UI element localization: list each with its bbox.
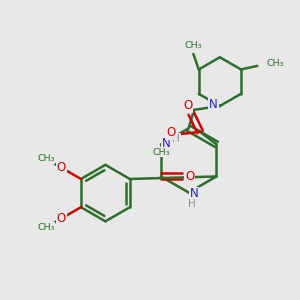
Text: CH₃: CH₃: [152, 148, 169, 157]
Text: H: H: [188, 199, 196, 209]
Text: N: N: [190, 188, 198, 200]
Text: CH₃: CH₃: [37, 154, 55, 163]
Text: O: O: [183, 99, 192, 112]
Text: CH₃: CH₃: [37, 223, 55, 232]
Text: CH₃: CH₃: [266, 59, 284, 68]
Text: CH₃: CH₃: [184, 41, 202, 50]
Text: O: O: [57, 161, 66, 174]
Text: O: O: [57, 212, 66, 225]
Text: N: N: [209, 98, 218, 111]
Text: H: H: [172, 134, 180, 144]
Text: O: O: [166, 126, 176, 139]
Text: O: O: [185, 170, 194, 183]
Text: N: N: [162, 137, 171, 150]
